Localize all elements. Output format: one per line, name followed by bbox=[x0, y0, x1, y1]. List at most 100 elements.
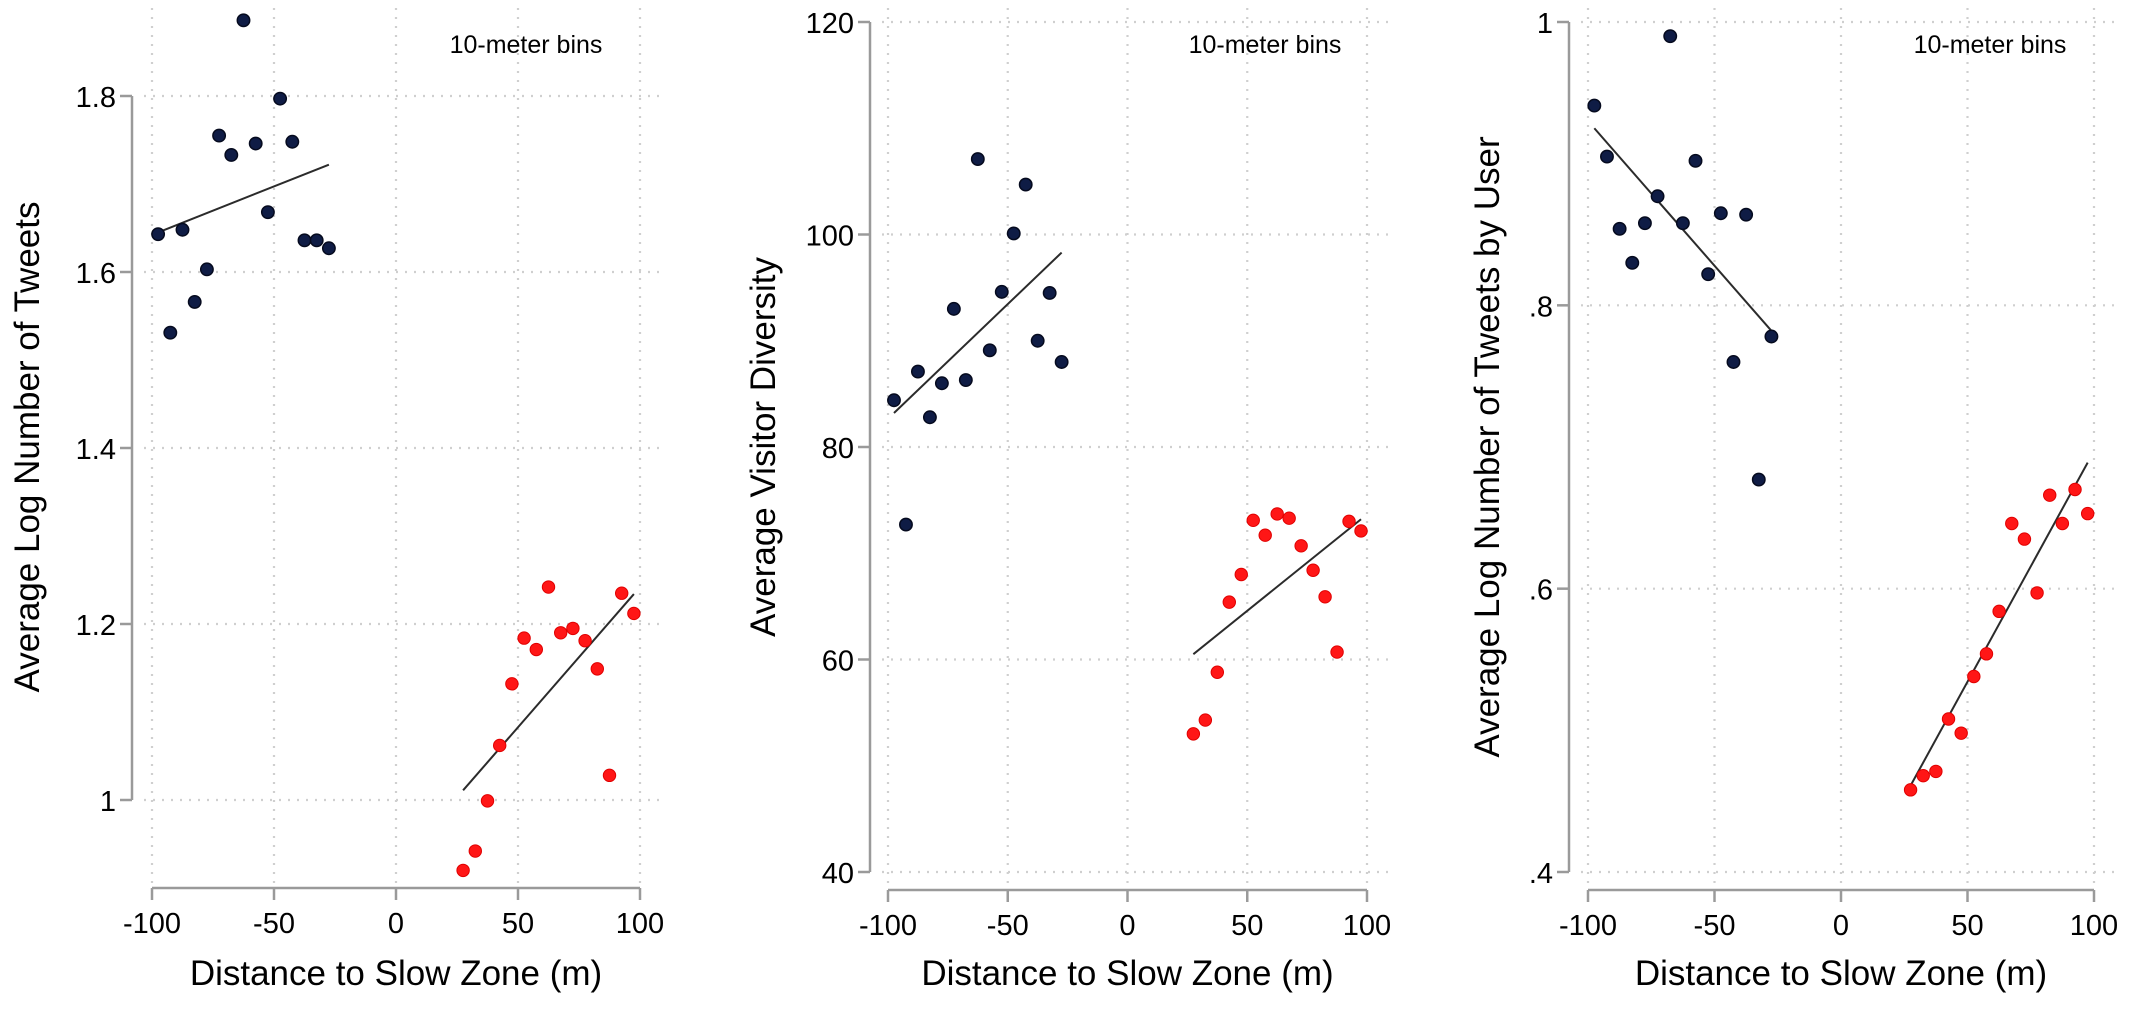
y-axis-title: Average Log Number of Tweets by User bbox=[1468, 136, 1507, 758]
y-tick-label: 1 bbox=[1537, 8, 1553, 40]
fit-line bbox=[1909, 462, 2089, 787]
y-tick-label: 100 bbox=[806, 221, 854, 253]
axes bbox=[858, 20, 1369, 902]
points bbox=[887, 152, 1368, 741]
data-point-left bbox=[224, 148, 239, 162]
data-point-left bbox=[163, 325, 178, 340]
data-point-left bbox=[199, 262, 214, 277]
points bbox=[151, 13, 641, 878]
x-tick-label: 0 bbox=[388, 908, 404, 940]
x-tick-label: 50 bbox=[502, 908, 534, 940]
y-tick-label: .4 bbox=[1529, 858, 1553, 890]
data-point-left bbox=[958, 373, 973, 388]
data-point-left bbox=[1625, 255, 1640, 270]
data-point-right bbox=[2055, 516, 2070, 531]
data-point-right bbox=[541, 580, 556, 594]
x-tick-label: 0 bbox=[1119, 910, 1135, 942]
x-tick-label: 0 bbox=[1833, 910, 1849, 942]
axes bbox=[120, 94, 642, 900]
data-point-right bbox=[602, 768, 617, 783]
y-axis-title: Average Log Number of Tweets bbox=[8, 202, 47, 693]
y-tick-label: .8 bbox=[1529, 291, 1553, 323]
data-point-left bbox=[1006, 226, 1021, 241]
data-point-right bbox=[1222, 595, 1236, 609]
data-point-right bbox=[1282, 511, 1296, 525]
y-tick-label: .6 bbox=[1529, 575, 1553, 607]
fit-line bbox=[462, 593, 635, 791]
data-point-right bbox=[1330, 645, 1344, 659]
bin-annotation: 10-meter bins bbox=[450, 31, 603, 59]
fit-lines bbox=[1593, 127, 2089, 787]
data-point-left bbox=[994, 284, 1009, 299]
data-point-right bbox=[2005, 516, 2019, 531]
data-point-left bbox=[285, 134, 300, 149]
x-tick-label: -50 bbox=[1694, 910, 1736, 942]
data-point-left bbox=[1764, 329, 1779, 344]
x-tick-label: -50 bbox=[253, 908, 295, 940]
data-point-right bbox=[1234, 567, 1248, 582]
data-point-left bbox=[1600, 149, 1614, 164]
fit-line bbox=[1192, 518, 1362, 655]
data-point-right bbox=[1270, 507, 1284, 521]
data-point-right bbox=[493, 738, 507, 753]
data-point-right bbox=[517, 631, 531, 645]
data-point-right bbox=[1258, 528, 1272, 542]
grid bbox=[1581, 8, 2118, 886]
panel-tweets: 1 1.2 1.4 1.6 1.8 -100 -50 0 50 100 10-meter bins… bbox=[8, 8, 664, 993]
data-point-right bbox=[1929, 764, 1943, 779]
data-point-left bbox=[1650, 189, 1665, 204]
data-point-left bbox=[321, 241, 336, 256]
data-point-right bbox=[468, 844, 482, 858]
data-point-right bbox=[456, 863, 470, 878]
axes bbox=[1557, 20, 2096, 902]
y-tick-label: 60 bbox=[822, 646, 854, 678]
y-tick-label: 1.6 bbox=[76, 258, 116, 290]
fit-lines bbox=[157, 163, 635, 791]
data-point-left bbox=[934, 376, 949, 391]
data-point-left bbox=[910, 364, 925, 379]
data-point-left bbox=[187, 294, 202, 309]
data-point-left bbox=[248, 136, 263, 151]
data-point-right bbox=[615, 586, 629, 600]
data-point-left bbox=[1713, 206, 1728, 221]
data-point-right bbox=[1992, 604, 2006, 619]
data-point-left bbox=[946, 301, 961, 316]
x-tick-label: 100 bbox=[2070, 910, 2118, 942]
y-tick-label: 40 bbox=[822, 858, 854, 890]
data-point-left bbox=[1701, 267, 1716, 282]
tick-labels: 1 1.2 1.4 1.6 1.8 -100 -50 0 50 100 bbox=[76, 82, 665, 940]
data-point-left bbox=[151, 227, 166, 242]
data-point-right bbox=[590, 662, 604, 676]
data-point-left bbox=[212, 128, 227, 143]
data-point-left bbox=[1612, 221, 1627, 236]
data-point-right bbox=[480, 794, 495, 808]
data-point-left bbox=[1663, 29, 1678, 44]
data-point-right bbox=[2030, 586, 2044, 600]
data-point-right bbox=[1916, 768, 1930, 783]
data-point-left bbox=[1675, 216, 1690, 231]
fit-line bbox=[893, 251, 1063, 414]
x-tick-label: 100 bbox=[1343, 910, 1391, 942]
data-point-right bbox=[505, 677, 519, 691]
data-point-right bbox=[627, 606, 641, 621]
data-point-right bbox=[554, 626, 568, 640]
x-tick-label: 50 bbox=[1951, 910, 1983, 942]
x-tick-label: 50 bbox=[1231, 910, 1263, 942]
grid bbox=[144, 8, 662, 884]
data-point-left bbox=[1739, 207, 1754, 222]
data-point-left bbox=[236, 13, 251, 28]
data-point-right bbox=[529, 642, 543, 657]
data-point-right bbox=[1198, 713, 1213, 727]
data-point-left bbox=[887, 393, 901, 408]
y-tick-label: 80 bbox=[822, 433, 854, 465]
data-point-left bbox=[260, 205, 275, 220]
data-point-right bbox=[2017, 532, 2032, 546]
points bbox=[1587, 29, 2095, 797]
bin-annotation: 10-meter bins bbox=[1189, 31, 1342, 59]
data-point-left bbox=[1637, 216, 1652, 231]
data-point-right bbox=[1967, 669, 1981, 684]
y-tick-label: 1.2 bbox=[76, 610, 116, 642]
data-point-left bbox=[309, 233, 324, 248]
data-point-left bbox=[922, 410, 937, 425]
